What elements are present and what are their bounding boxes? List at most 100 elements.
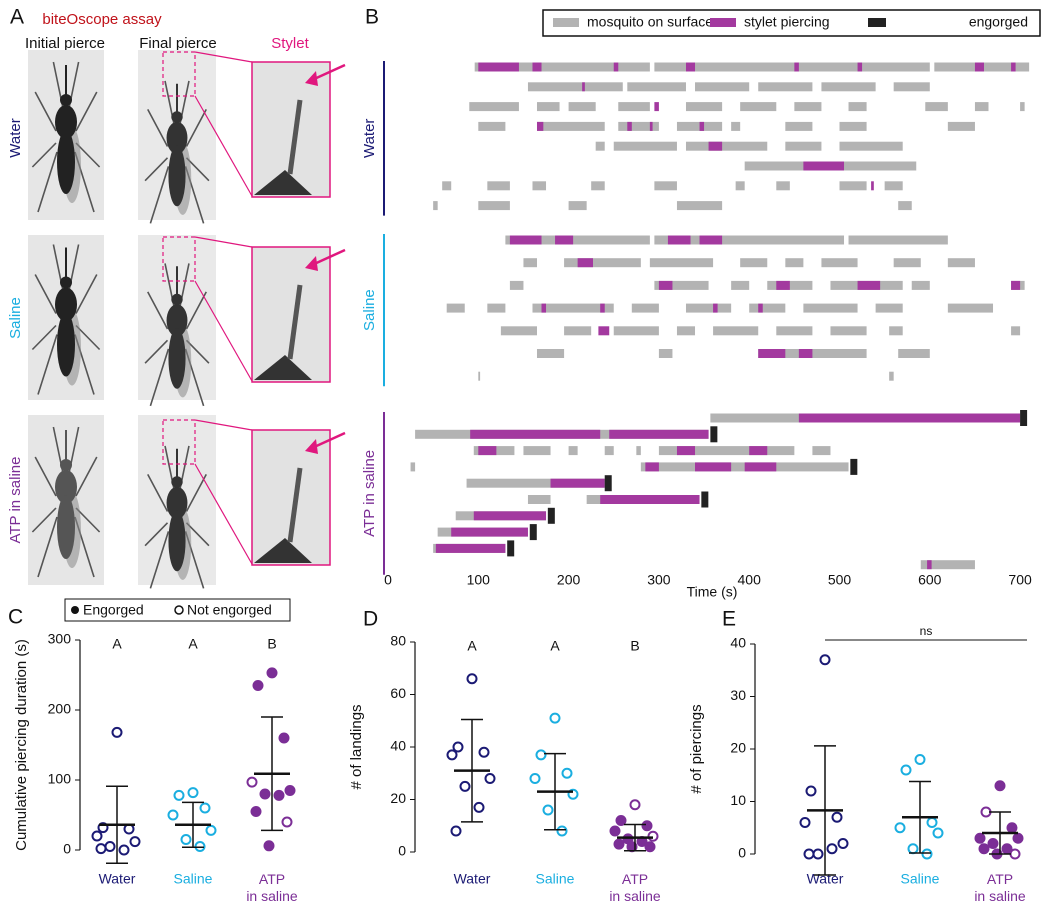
data-point xyxy=(118,844,130,856)
data-point xyxy=(266,667,278,679)
leg xyxy=(34,456,57,497)
piercing-interval xyxy=(470,429,601,439)
data-point xyxy=(450,825,462,837)
piercing-interval xyxy=(974,62,984,72)
leg xyxy=(144,157,169,182)
thorax xyxy=(55,287,77,322)
data-point xyxy=(932,827,944,839)
x-tick-label: Saline xyxy=(174,871,213,887)
surface-interval xyxy=(618,102,650,112)
leg xyxy=(34,274,57,314)
data-point xyxy=(446,749,458,761)
arrow xyxy=(311,248,346,267)
data-point xyxy=(459,780,471,792)
piercing-interval xyxy=(758,303,763,313)
surface-interval xyxy=(884,181,903,191)
mosquito xyxy=(31,426,101,578)
piercing-interval xyxy=(871,181,874,191)
data-point xyxy=(529,773,541,784)
leg xyxy=(147,291,169,330)
head-shadow xyxy=(254,355,312,380)
data-point xyxy=(549,712,561,724)
leg xyxy=(149,531,170,589)
arrow-head xyxy=(305,256,318,271)
head xyxy=(60,94,72,106)
y-tick-label: 0 xyxy=(398,843,406,859)
engorged-mark xyxy=(701,491,709,508)
zoom-line xyxy=(194,419,253,431)
panel-letter: C xyxy=(8,606,23,629)
x-tick-label: 600 xyxy=(918,572,942,588)
group-label: Water xyxy=(361,119,378,158)
surface-interval xyxy=(776,181,790,191)
surface-interval xyxy=(568,201,587,211)
head-shadow xyxy=(254,538,312,563)
surface-interval xyxy=(469,102,519,112)
y-tick-label: 300 xyxy=(48,631,72,647)
head-shadow xyxy=(254,170,312,195)
data-point xyxy=(561,767,573,779)
surface-interval xyxy=(920,560,975,570)
surface-interval xyxy=(442,181,452,191)
x-tick-label: 400 xyxy=(738,572,762,588)
surface-interval xyxy=(947,121,975,131)
leg xyxy=(75,456,98,497)
x-tick-label: 500 xyxy=(828,572,852,588)
y-tick-label: 0 xyxy=(738,845,746,861)
piercing-interval xyxy=(609,429,709,439)
surface-interval xyxy=(568,446,578,456)
leg xyxy=(185,157,210,182)
data-point xyxy=(812,848,824,860)
surface-interval xyxy=(564,326,592,336)
piercing-interval xyxy=(699,235,723,245)
leg xyxy=(75,274,98,314)
assay-title: biteOscope assay xyxy=(42,11,162,28)
thorax xyxy=(55,105,77,139)
surface-interval xyxy=(947,303,994,313)
data-point xyxy=(629,799,641,811)
x-tick-label: Saline xyxy=(901,871,940,887)
row-title: ATP in saline xyxy=(7,457,24,544)
data-point xyxy=(641,820,653,832)
surface-interval xyxy=(654,62,930,72)
surface-interval xyxy=(898,349,930,358)
thorax xyxy=(166,304,188,337)
surface-interval xyxy=(595,141,605,151)
legend-label: stylet piercing xyxy=(744,14,830,30)
y-tick-label: 200 xyxy=(48,701,72,717)
abdomen xyxy=(57,495,75,559)
data-point xyxy=(95,843,107,855)
piercing-interval xyxy=(598,326,610,336)
data-point xyxy=(921,848,933,860)
piercing-interval xyxy=(776,280,790,290)
piercing-interval xyxy=(532,62,542,72)
thorax xyxy=(55,470,77,504)
data-point xyxy=(542,804,554,816)
surface-interval xyxy=(568,102,596,112)
panel-letter: B xyxy=(365,6,379,29)
data-point xyxy=(167,809,179,821)
significance-letter: A xyxy=(467,638,477,654)
surface-interval xyxy=(785,141,822,151)
y-axis-title: # of piercings xyxy=(688,704,705,793)
surface-interval xyxy=(830,326,867,336)
surface-interval xyxy=(591,181,605,191)
surface-interval xyxy=(893,258,921,268)
legend-marker xyxy=(174,605,184,615)
y-tick-label: 30 xyxy=(730,687,746,703)
label-line: ATP xyxy=(622,871,648,887)
significance-letter: A xyxy=(188,636,198,652)
data-point xyxy=(250,806,262,817)
surface-interval xyxy=(685,303,732,313)
arrow xyxy=(311,63,346,82)
x-tick-label: ATP in saline xyxy=(246,871,298,904)
data-point xyxy=(478,746,490,758)
surface-interval xyxy=(527,495,551,504)
data-point xyxy=(246,776,258,788)
data-point xyxy=(609,825,621,837)
data-point xyxy=(837,838,849,849)
column-title: Stylet xyxy=(271,35,309,52)
surface-interval xyxy=(636,446,641,456)
surface-interval xyxy=(767,280,813,290)
surface-interval xyxy=(875,303,903,313)
